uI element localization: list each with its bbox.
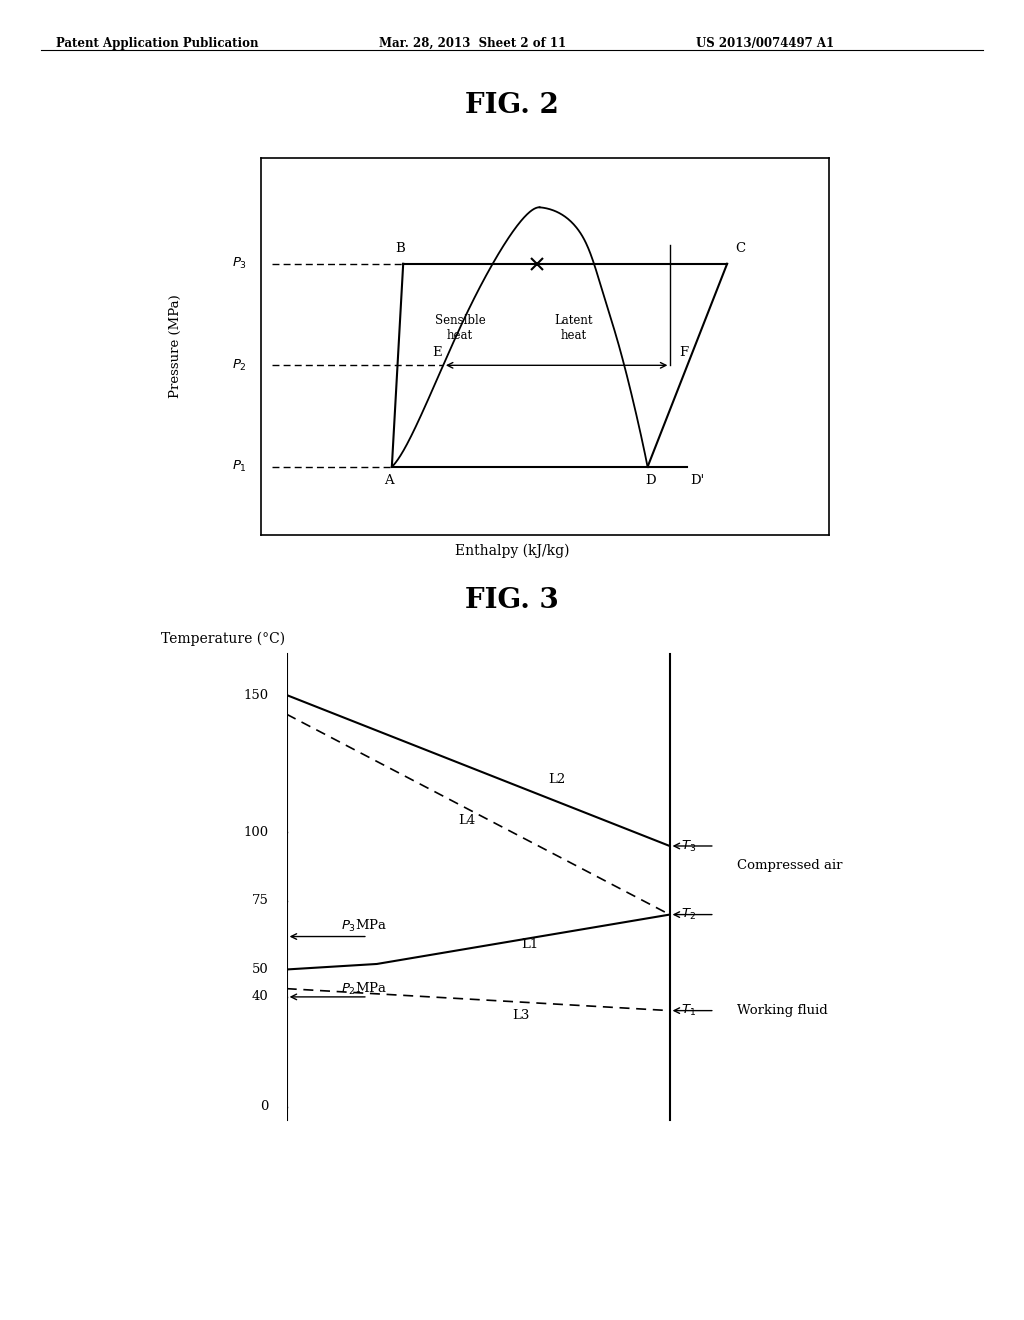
Text: Patent Application Publication: Patent Application Publication <box>56 37 259 50</box>
Text: $P_2$MPa: $P_2$MPa <box>341 981 387 997</box>
Text: Working fluid: Working fluid <box>737 1005 828 1018</box>
Text: $T_1$: $T_1$ <box>681 1003 696 1018</box>
Text: 75: 75 <box>252 895 268 907</box>
Text: $T_3$: $T_3$ <box>681 838 696 854</box>
Text: 50: 50 <box>252 964 268 975</box>
Text: L1: L1 <box>521 937 539 950</box>
Text: $P_2$: $P_2$ <box>232 358 247 372</box>
Text: FIG. 2: FIG. 2 <box>465 92 559 119</box>
Text: L2: L2 <box>548 774 565 785</box>
Text: Temperature (°C): Temperature (°C) <box>161 631 285 645</box>
Text: 100: 100 <box>244 826 268 838</box>
Text: Compressed air: Compressed air <box>737 859 843 871</box>
Text: A: A <box>384 474 394 487</box>
Text: US 2013/0074497 A1: US 2013/0074497 A1 <box>696 37 835 50</box>
Text: $P_3$MPa: $P_3$MPa <box>341 917 387 933</box>
Text: 0: 0 <box>260 1100 268 1113</box>
Text: Sensible
heat: Sensible heat <box>434 314 485 342</box>
Text: L3: L3 <box>512 1008 529 1022</box>
Text: $T_2$: $T_2$ <box>681 907 696 923</box>
Text: E: E <box>432 346 442 359</box>
Text: L4: L4 <box>458 814 475 828</box>
Text: Mar. 28, 2013  Sheet 2 of 11: Mar. 28, 2013 Sheet 2 of 11 <box>379 37 566 50</box>
Text: C: C <box>735 243 745 256</box>
Text: 40: 40 <box>252 990 268 1003</box>
Text: F: F <box>679 346 688 359</box>
Text: D: D <box>645 474 655 487</box>
Text: D': D' <box>690 474 705 487</box>
Text: FIG. 3: FIG. 3 <box>465 587 559 614</box>
Text: Enthalpy (kJ/kg): Enthalpy (kJ/kg) <box>455 544 569 558</box>
Text: 150: 150 <box>244 689 268 701</box>
Text: Pressure (MPa): Pressure (MPa) <box>169 294 182 399</box>
Text: $P_1$: $P_1$ <box>231 459 247 474</box>
Text: B: B <box>395 243 406 256</box>
Text: Latent
heat: Latent heat <box>554 314 593 342</box>
Text: $P_3$: $P_3$ <box>231 256 247 272</box>
